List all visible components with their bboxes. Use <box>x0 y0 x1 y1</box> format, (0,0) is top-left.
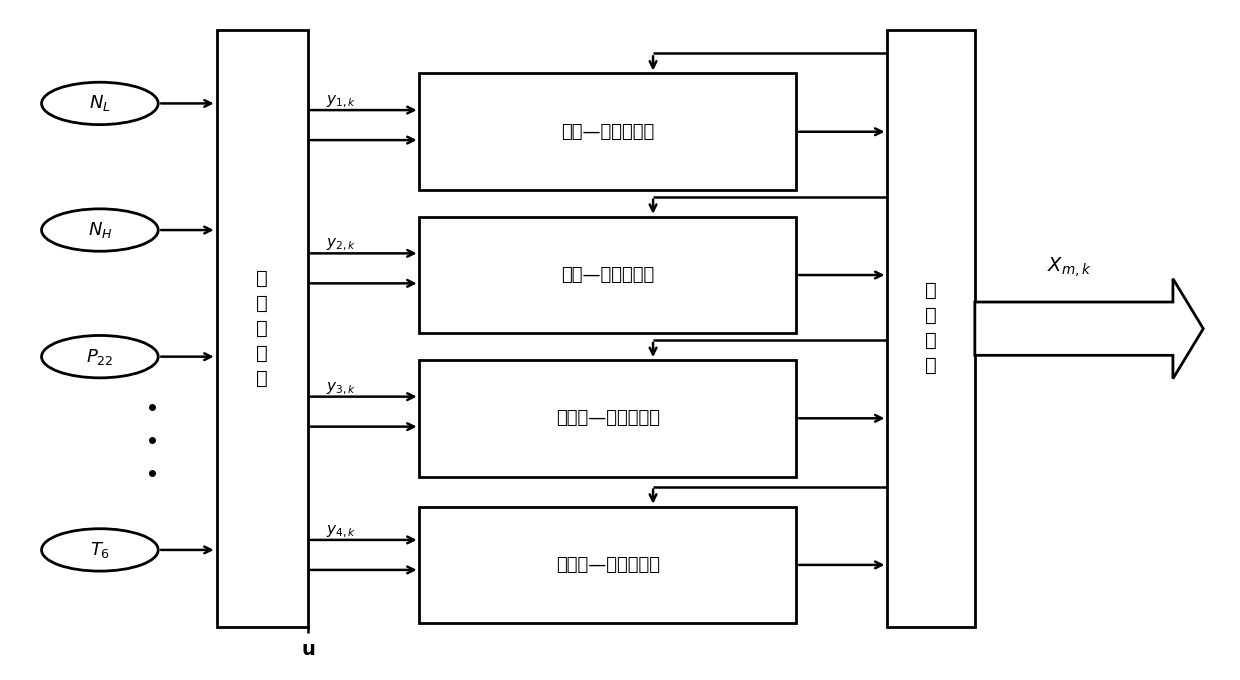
Text: 传
感
器
分
组: 传 感 器 分 组 <box>257 269 268 388</box>
Text: $N_L$: $N_L$ <box>89 93 110 114</box>
Text: $X_{m,k}$: $X_{m,k}$ <box>1048 255 1092 279</box>
Bar <box>419 73 796 190</box>
Bar <box>217 30 308 626</box>
Text: $y_{4,k}$: $y_{4,k}$ <box>326 524 356 540</box>
Bar <box>419 360 796 477</box>
Text: $N_H$: $N_H$ <box>88 220 112 240</box>
Text: $y_{2,k}$: $y_{2,k}$ <box>326 237 356 254</box>
Text: $y_{1,k}$: $y_{1,k}$ <box>326 94 356 110</box>
Text: 主
滤
波
器: 主 滤 波 器 <box>925 282 937 375</box>
Text: $T_6$: $T_6$ <box>89 540 110 560</box>
Text: $P_{22}$: $P_{22}$ <box>86 347 114 367</box>
Polygon shape <box>975 279 1203 379</box>
Text: $y_{3,k}$: $y_{3,k}$ <box>326 380 356 396</box>
Text: $\mathbf{u}$: $\mathbf{u}$ <box>300 641 315 660</box>
Bar <box>419 217 796 333</box>
Text: 冷端—局部滤波器: 冷端—局部滤波器 <box>562 123 655 141</box>
Bar <box>888 30 975 626</box>
Text: 高压端—局部滤波器: 高压端—局部滤波器 <box>556 556 660 574</box>
Text: 热端—局部滤波器: 热端—局部滤波器 <box>562 266 655 284</box>
Text: 低压端—局部滤波器: 低压端—局部滤波器 <box>556 409 660 427</box>
Bar <box>419 507 796 623</box>
